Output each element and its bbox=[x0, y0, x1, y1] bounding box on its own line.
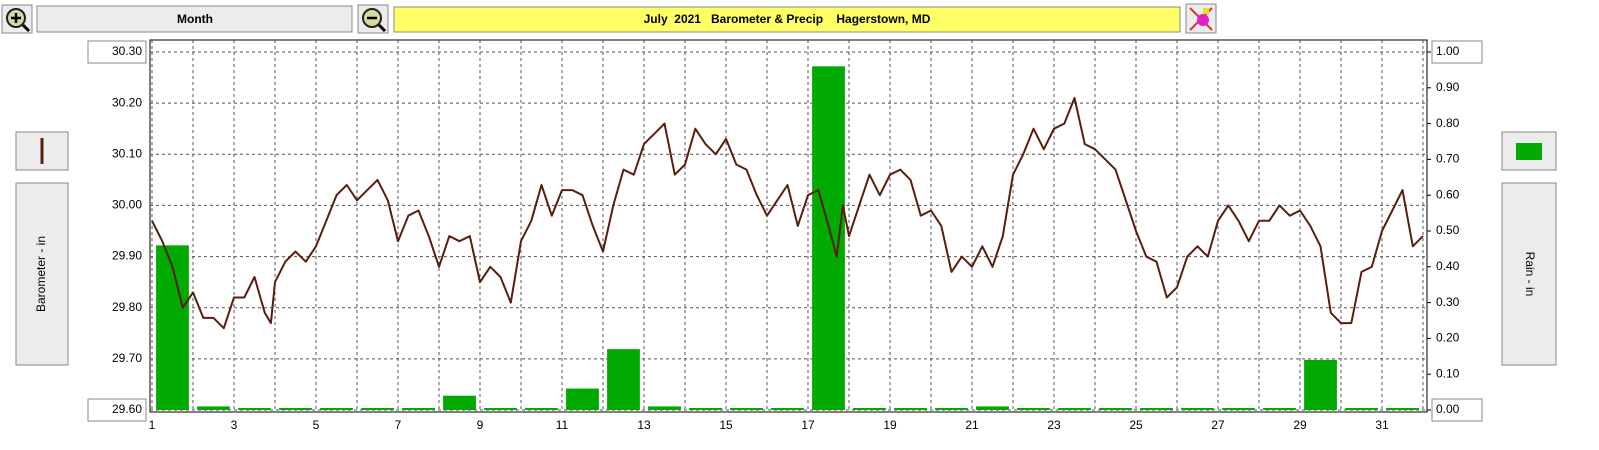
y2-tick-label: 0.10 bbox=[1436, 366, 1460, 380]
bar bbox=[730, 408, 763, 410]
x-tick-label: 31 bbox=[1375, 418, 1389, 432]
y2-axis-button[interactable] bbox=[1501, 182, 1557, 366]
tool-button[interactable] bbox=[1185, 3, 1217, 34]
y2-tick-label: 0.70 bbox=[1436, 152, 1460, 166]
bar bbox=[1058, 408, 1091, 410]
bar bbox=[689, 408, 722, 410]
x-tick-label: 23 bbox=[1047, 418, 1061, 432]
y-tick-label: 29.70 bbox=[112, 351, 142, 365]
zoom-in-button[interactable] bbox=[1, 4, 33, 34]
y2-tick-box bbox=[1431, 40, 1483, 64]
y-tick-box bbox=[87, 398, 147, 422]
x-tick-label: 25 bbox=[1129, 418, 1143, 432]
y2-tick-label: 0.80 bbox=[1436, 116, 1460, 130]
x-tick-label: 19 bbox=[883, 418, 897, 432]
y-tick-label: 30.30 bbox=[112, 44, 142, 58]
bar bbox=[1222, 408, 1255, 410]
period-label: Month bbox=[177, 12, 213, 26]
bar bbox=[361, 408, 394, 410]
bar bbox=[238, 408, 271, 410]
x-tick-label: 17 bbox=[801, 418, 815, 432]
y-tick-label: 29.80 bbox=[112, 300, 142, 314]
y-tick-label: 29.60 bbox=[112, 402, 142, 416]
bar bbox=[1017, 408, 1050, 410]
y-tick-box bbox=[87, 40, 147, 64]
y-tick-label: 30.00 bbox=[112, 198, 142, 212]
y2-tick-label: 1.00 bbox=[1436, 44, 1460, 58]
x-tick-label: 7 bbox=[395, 418, 402, 432]
x-tick-label: 1 bbox=[149, 418, 156, 432]
period-button[interactable] bbox=[36, 5, 353, 33]
x-tick-label: 29 bbox=[1293, 418, 1307, 432]
bar bbox=[1181, 408, 1214, 410]
bar bbox=[525, 408, 558, 410]
x-tick-label: 15 bbox=[719, 418, 733, 432]
bar bbox=[1345, 408, 1378, 410]
bar bbox=[1263, 408, 1296, 410]
bar bbox=[156, 245, 189, 410]
y2-tick-label: 0.50 bbox=[1436, 223, 1460, 237]
x-tick-label: 9 bbox=[477, 418, 484, 432]
bar bbox=[279, 408, 312, 410]
bar bbox=[894, 408, 927, 410]
bar bbox=[484, 408, 517, 410]
y-axis-button[interactable] bbox=[15, 182, 69, 366]
x-tick-label: 13 bbox=[637, 418, 651, 432]
bar bbox=[607, 349, 640, 410]
y2-tick-label: 0.60 bbox=[1436, 187, 1460, 201]
bar bbox=[853, 408, 886, 410]
bar bbox=[1386, 408, 1419, 410]
bar bbox=[648, 406, 681, 410]
zoom-out-button[interactable] bbox=[357, 4, 389, 34]
bar bbox=[320, 408, 353, 410]
y-tick-label: 29.90 bbox=[112, 249, 142, 263]
y-axis-label: Barometer - in bbox=[34, 236, 48, 312]
bar bbox=[443, 395, 476, 410]
plot-area bbox=[149, 39, 1428, 413]
bar bbox=[976, 406, 1009, 410]
x-tick-label: 5 bbox=[313, 418, 320, 432]
bar bbox=[566, 388, 599, 410]
title-bar bbox=[393, 6, 1181, 33]
bar bbox=[935, 408, 968, 410]
bar bbox=[812, 66, 845, 410]
x-tick-label: 11 bbox=[556, 418, 569, 432]
y-tick-label: 30.20 bbox=[112, 95, 142, 109]
y2-tick-box bbox=[1431, 398, 1483, 422]
bar bbox=[771, 408, 804, 410]
chart-title: July 2021 Barometer & Precip Hagerstown,… bbox=[644, 12, 931, 26]
y2-axis-label: Rain - in bbox=[1523, 252, 1537, 297]
bar bbox=[402, 408, 435, 410]
y2-tick-label: 0.90 bbox=[1436, 80, 1460, 94]
bar-legend-swatch bbox=[1516, 143, 1542, 160]
bar bbox=[1140, 408, 1173, 410]
barometer-line bbox=[151, 97, 1424, 330]
bar bbox=[1304, 359, 1337, 410]
x-tick-label: 21 bbox=[965, 418, 979, 432]
y2-tick-label: 0.40 bbox=[1436, 259, 1460, 273]
plot: 29.6029.7029.8029.9030.0030.1030.2030.30… bbox=[87, 40, 1483, 432]
y2-tick-label: 0.20 bbox=[1436, 331, 1460, 345]
x-tick-label: 3 bbox=[231, 418, 238, 432]
y2-tick-label: 0.30 bbox=[1436, 295, 1460, 309]
y2-tick-label: 0.00 bbox=[1436, 402, 1460, 416]
x-tick-label: 27 bbox=[1211, 418, 1225, 432]
bar bbox=[1099, 408, 1132, 410]
bar bbox=[197, 406, 230, 410]
y-tick-label: 30.10 bbox=[112, 146, 142, 160]
